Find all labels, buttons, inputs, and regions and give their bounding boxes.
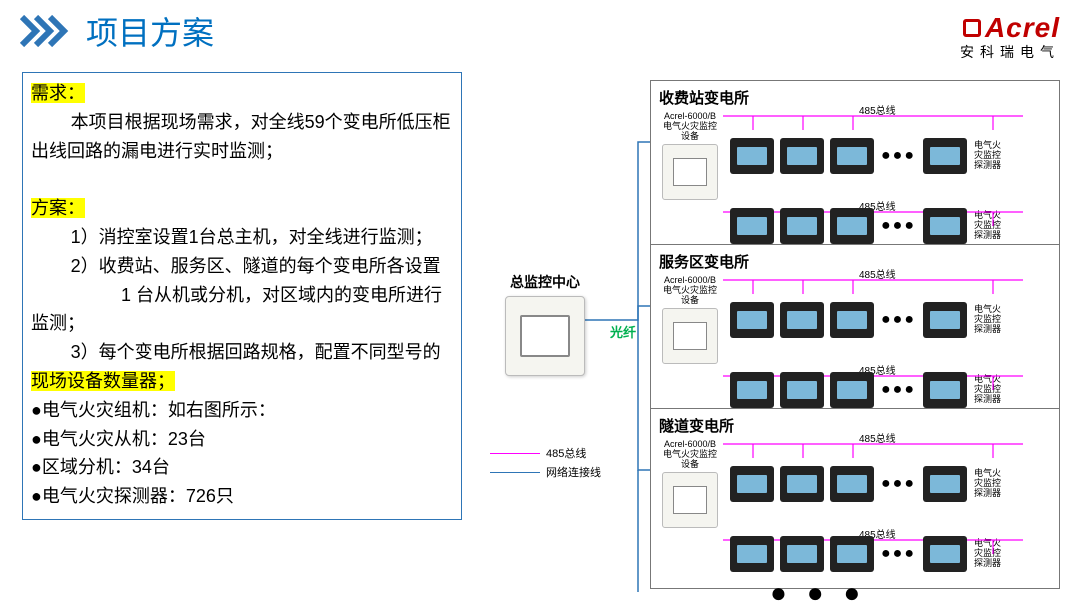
detector-icon [830,536,874,572]
device-line-4: ●电气火灾探测器：726只 [31,482,453,511]
station-title: 服务区变电所 [659,251,1051,272]
plan-line-2: 2）收费站、服务区、隧道的每个变电所各设置 [31,252,453,281]
dots-icon: ●●● [881,217,916,235]
sub-host: Acrel-6000/B电气火灾监控设备 [659,276,721,364]
device-row: Acrel-6000/B电气火灾监控设备485总线●●●电气火灾监控探测器 [659,276,1051,364]
detector-label: 电气火灾监控探测器 [974,211,1002,241]
monitoring-center: 总监控中心 [490,272,600,376]
plan-line-1: 1）消控室设置1台总主机，对全线进行监测； [31,223,453,252]
dots-icon: ●●● [881,545,916,563]
station-title: 隧道变电所 [659,415,1051,436]
detector-icon [830,208,874,244]
detector-icon [780,372,824,408]
detector-icon [730,138,774,174]
detector-label: 电气火灾监控探测器 [974,539,1002,569]
detector-icon [730,302,774,338]
sub-host: Acrel-6000/B电气火灾监控设备 [659,112,721,200]
detector-icon [780,302,824,338]
device-heading: 现场设备数量器； [31,371,175,391]
logo-subtitle: 安科瑞电气 [960,42,1060,62]
fiber-label: 光纤 [610,322,636,341]
slide-header: 项目方案 [0,0,1080,58]
detector-icon [923,138,967,174]
brand-logo: Acrel 安科瑞电气 [960,12,1060,62]
ellipsis-icon: ● ● ● [770,577,866,609]
detector-label: 电气火灾监控探测器 [974,305,1002,335]
station-box: 收费站变电所 Acrel-6000/B电气火灾监控设备 485总线 ●●● 电气火灾监控… [650,80,1060,261]
device-row: 485总线●●●电气火灾监控探测器 [659,536,1051,572]
plan-line-3: 3）每个变电所根据回路规格，配置不同型号的 [31,338,453,367]
station-title: 收费站变电所 [659,87,1051,108]
detector-icon [923,372,967,408]
dots-icon: ●●● [881,311,916,329]
detector-icon [830,138,874,174]
detector-icon [730,208,774,244]
detector-icon [923,466,967,502]
detector-icon [730,372,774,408]
device-row: Acrel-6000/B电气火灾监控设备485总线●●●电气火灾监控探测器 [659,112,1051,200]
detector-label: 电气火灾监控探测器 [974,141,1002,171]
plan-line-2b: 1 台从机或分机，对区域内的变电所进行监测； [31,281,453,339]
dots-icon: ●●● [881,147,916,165]
dots-icon: ●●● [881,475,916,493]
device-line-1: ●电气火灾组机：如右图所示： [31,396,453,425]
detector-icon [923,536,967,572]
detector-icon [730,466,774,502]
detector-icon [780,466,824,502]
detector-icon [780,138,824,174]
req-heading: 需求： [31,83,85,103]
req-body: 本项目根据现场需求，对全线59个变电所低压柜出线回路的漏电进行实时监测； [31,108,453,166]
legend: 485总线 网络连接线 [490,442,601,483]
bus-label: 485总线 [859,430,896,445]
device-line-2: ●电气火灾从机：23台 [31,425,453,454]
detector-label: 电气火灾监控探测器 [974,375,1002,405]
detector-icon [780,536,824,572]
detector-icon [923,208,967,244]
content-textbox: 需求： 本项目根据现场需求，对全线59个变电所低压柜出线回路的漏电进行实时监测；… [22,72,462,520]
page-title: 项目方案 [86,8,214,54]
dots-icon: ●●● [881,381,916,399]
plan-heading: 方案： [31,198,85,218]
detector-icon [830,466,874,502]
station-box: 服务区变电所 Acrel-6000/B电气火灾监控设备 485总线 ●●● 电气火灾监控… [650,244,1060,425]
detector-label: 电气火灾监控探测器 [974,469,1002,499]
station-box: 隧道变电所 Acrel-6000/B电气火灾监控设备 485总线 ●●● 电气火灾监控探… [650,408,1060,589]
sub-host: Acrel-6000/B电气火灾监控设备 [659,440,721,528]
detector-icon [923,302,967,338]
bus-label: 485总线 [859,102,896,117]
device-line-3: ●区域分机：34台 [31,453,453,482]
center-label: 总监控中心 [490,272,600,292]
topology-diagram: 总监控中心 光纤 485总线 网络连接线 收费站变电所 Acrel-6000/B电… [490,72,1070,592]
legend-bus: 485总线 [490,445,601,461]
device-row: Acrel-6000/B电气火灾监控设备485总线●●●电气火灾监控探测器 [659,440,1051,528]
legend-net: 网络连接线 [490,464,601,480]
detector-icon [830,302,874,338]
detector-icon [780,208,824,244]
detector-icon [830,372,874,408]
bus-label: 485总线 [859,266,896,281]
detector-icon [730,536,774,572]
device-row: 485总线●●●电气火灾监控探测器 [659,372,1051,408]
logo-brand: Acrel [985,12,1060,44]
main-host-icon [505,296,585,376]
logo-square-icon [963,19,981,37]
chevron-icon [20,15,76,47]
device-row: 485总线●●●电气火灾监控探测器 [659,208,1051,244]
